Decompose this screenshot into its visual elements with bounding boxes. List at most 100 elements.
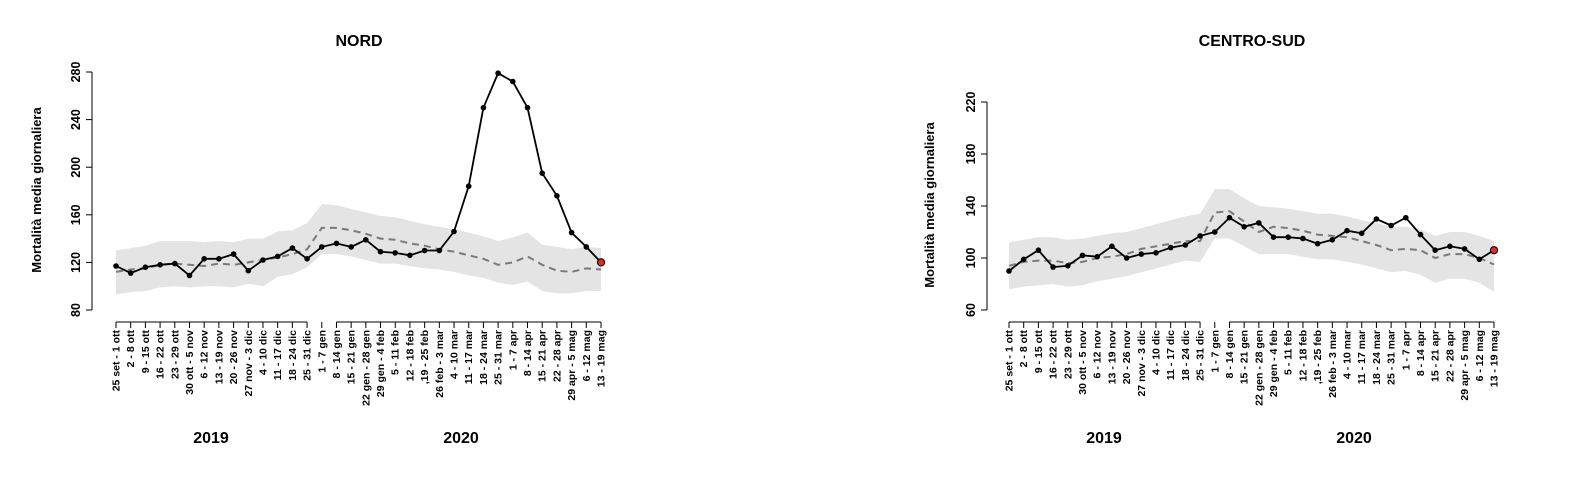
x-tick-label: 4 - 10 dic (1151, 330, 1163, 375)
data-point (524, 104, 531, 111)
data-point (421, 247, 428, 254)
x-tick-label: 25 set - 1 ott (1004, 330, 1016, 392)
data-point (1432, 247, 1438, 253)
data-point (568, 229, 575, 236)
x-tick-label: 13 - 19 nov (213, 330, 225, 384)
data-point (1182, 242, 1189, 248)
x-tick-label: 2 - 8 ott (1018, 330, 1030, 368)
x-tick-label: 15 - 21 gen (1239, 330, 1251, 384)
data-point (1270, 234, 1277, 240)
x-tick-label: 18 - 24 mar (1371, 330, 1383, 385)
data-point (480, 104, 487, 111)
confidence-band (116, 204, 601, 295)
x-tick-label: 1 - 7 apr (507, 330, 519, 370)
data-point (1256, 220, 1262, 226)
x-tick-label: ,19 - 25 feb (419, 330, 431, 384)
x-tick-label: 2 - 8 ott (125, 330, 137, 368)
x-tick-label: 5 - 11 feb (390, 330, 402, 375)
data-point (451, 228, 457, 235)
x-tick-label: 22 gen - 28 gen (360, 330, 372, 406)
data-point (465, 183, 472, 189)
x-tick-label: 9 - 15 ott (140, 330, 152, 374)
data-point (1123, 255, 1130, 261)
y-tick-label: 140 (964, 196, 978, 217)
x-tick-label: 15 - 21 apr (537, 330, 549, 382)
x-tick-label: ,19 - 25 feb (1312, 330, 1324, 384)
data-point (1461, 246, 1468, 252)
y-tick-label: 180 (964, 144, 978, 165)
data-point (1358, 230, 1365, 237)
x-tick-label: 22 - 28 apr (1444, 330, 1456, 382)
x-tick-label: 8 - 14 gen (331, 330, 343, 378)
y-axis-label: Mortalità media giornaliera (922, 122, 937, 288)
x-tick-label: 18 - 24 dic (1180, 330, 1192, 381)
y-tick-label: 120 (69, 252, 83, 273)
data-point (1476, 256, 1483, 263)
data-point (1050, 264, 1056, 270)
y-tick-label: 100 (964, 248, 978, 269)
data-point (1314, 240, 1321, 247)
y-tick-label: 280 (69, 62, 83, 83)
x-tick-label: 6 - 12 nov (1092, 330, 1104, 379)
data-point (1388, 222, 1394, 229)
data-point (216, 255, 222, 262)
data-point (1153, 250, 1159, 256)
data-point (554, 193, 560, 199)
x-tick-label: 5 - 11 feb (1283, 330, 1295, 375)
group-label-2019: 2019 (193, 430, 229, 447)
data-point (172, 260, 178, 267)
y-tick-label: 200 (69, 157, 83, 178)
data-point (392, 250, 399, 256)
x-tick-label: 9 - 15 ott (1033, 330, 1045, 374)
x-tick-label: 6 - 12 mag (1474, 330, 1486, 381)
x-tick-label: 1 - 7 apr (1400, 330, 1412, 370)
x-tick-label: 12 - 18 feb (404, 330, 416, 381)
x-tick-label: 25 - 31 mar (1386, 330, 1398, 385)
data-point (1020, 256, 1027, 263)
x-tick-label: 11 - 17 mar (1356, 330, 1368, 384)
data-point (436, 247, 443, 254)
x-tick-label: 15 - 21 gen (346, 330, 358, 384)
x-tick-label: 16 - 22 ott (155, 329, 167, 379)
x-tick-label: 27 nov - 3 dic (243, 330, 255, 397)
x-tick-label: 29 gen - 4 feb (375, 330, 387, 397)
x-tick-label: 1 - 7 gen (316, 330, 328, 373)
x-tick-label: 13 - 19 mag (1489, 330, 1501, 387)
data-point (1447, 243, 1453, 250)
x-tick-label: 30 ott - 5 nov (184, 330, 196, 395)
y-tick-label: 60 (964, 303, 978, 317)
x-tick-label: 11 - 17 dic (1165, 330, 1177, 380)
chart-panel-centro-sud: CENTRO-SUD Mortalità media giornaliera 2… (922, 33, 1501, 447)
x-tick-label: 29 apr - 5 mag (1459, 330, 1471, 401)
x-tick-label: 27 nov - 3 dic (1136, 330, 1148, 397)
group-label-2019: 2019 (1086, 430, 1122, 447)
data-point (113, 263, 119, 269)
data-point (186, 272, 193, 279)
x-tick-label: 4 - 10 mar (1342, 330, 1354, 379)
observed-line (1008, 216, 1495, 272)
group-label-2020: 2020 (1336, 430, 1372, 447)
y-tick-label: 80 (69, 303, 83, 317)
x-tick-label: 29 apr - 5 mag (566, 330, 578, 401)
data-point (1285, 234, 1291, 240)
x-tick-label: 26 feb - 3 mar (434, 330, 446, 398)
data-point (142, 264, 149, 271)
x-tick-label: 26 feb - 3 mar (1327, 330, 1339, 398)
data-point (201, 255, 207, 262)
data-point (230, 251, 237, 257)
data-point (1079, 252, 1086, 259)
data-point (1138, 251, 1145, 257)
x-tick-label: 22 - 28 apr (551, 330, 563, 382)
x-tick-label: 20 - 26 nov (228, 330, 240, 384)
x-tick-label: 11 - 17 dic (272, 330, 284, 380)
data-point (583, 244, 590, 250)
x-tick-label: 6 - 12 mag (581, 330, 593, 381)
data-point (407, 252, 413, 259)
y-tick-label: 240 (69, 109, 83, 130)
x-tick-label: 22 gen - 28 gen (1253, 330, 1265, 406)
y-tick-label: 220 (964, 92, 978, 113)
data-point (304, 255, 310, 262)
group-label-2020: 2020 (443, 430, 479, 447)
data-point (1167, 244, 1174, 251)
